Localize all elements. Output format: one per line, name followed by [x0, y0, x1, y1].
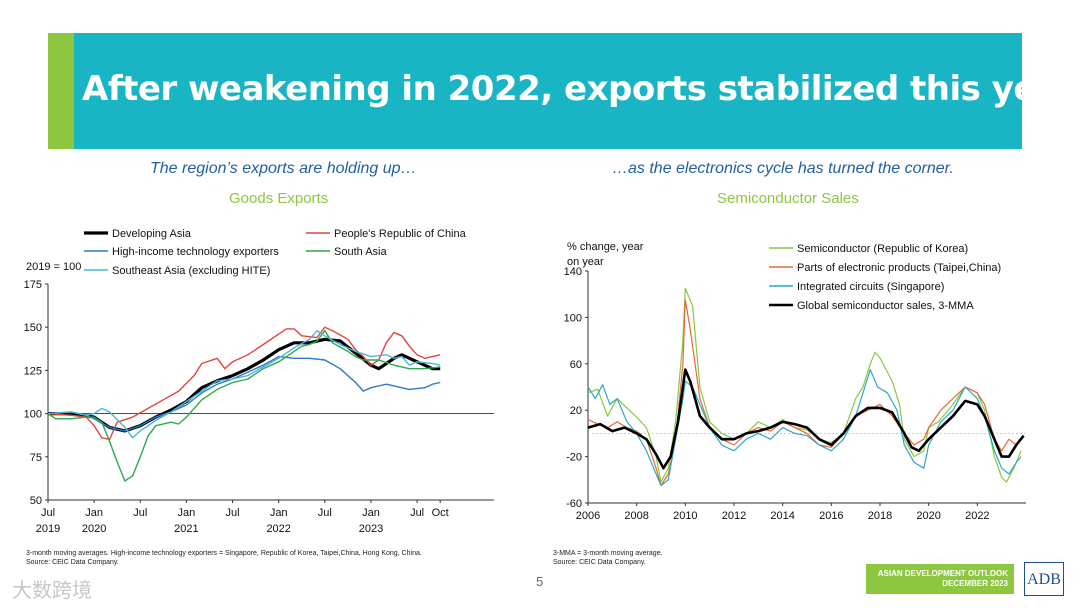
y-tick-label: 20	[570, 405, 582, 417]
legend-label: People's Republic of China	[334, 228, 467, 240]
x-tick-label: 2020	[916, 510, 940, 522]
adb-logo: ADB	[1024, 562, 1064, 596]
x-tick-label: 2014	[770, 510, 794, 522]
y-tick-label: 75	[30, 452, 42, 464]
watermark: 大数跨境	[12, 580, 92, 602]
x-tick-label: 2006	[576, 510, 600, 522]
x-tick-label: Jan	[362, 507, 380, 519]
x-tick-label: Jul	[410, 507, 424, 519]
right-chart-title: Semiconductor Sales	[717, 190, 859, 207]
y-tick-label: -20	[566, 452, 582, 464]
y-tick-label: 140	[564, 266, 582, 278]
left-footnote: 3-month moving averages. High-income tec…	[26, 550, 422, 557]
x-tick-label: Jan	[85, 507, 103, 519]
x-tick-label: 2012	[722, 510, 746, 522]
banner-accent	[48, 33, 74, 149]
page-number: 5	[536, 574, 544, 589]
legend-label: High-income technology exporters	[112, 246, 279, 258]
x-tick-label: 2022	[965, 510, 989, 522]
series-line-global-semiconductor-sales-3-mma	[587, 368, 1025, 470]
x-tick-label: Jan	[178, 507, 196, 519]
x-tick-label: Jul	[133, 507, 147, 519]
series-line-parts-of-electronic-products-taipei-china	[587, 299, 1022, 487]
x-tick-label: Jul	[318, 507, 332, 519]
publication-badge: ASIAN DEVELOPMENT OUTLOOK DECEMBER 2023	[866, 564, 1014, 594]
series-line-people-s-republic-of-china	[47, 326, 441, 441]
series-line-high-income-technology-exporters	[47, 355, 441, 432]
left-chart-title: Goods Exports	[229, 190, 329, 207]
semiconductor-sales-chart: -60 -20 20 60 100 140 2006 2008 2010 2012 2014 2016…	[564, 241, 1026, 522]
legend-label: Integrated circuits (Singapore)	[797, 281, 944, 293]
legend-label: Global semiconductor sales, 3-MMA	[797, 300, 974, 312]
x-tick-label: 2016	[819, 510, 843, 522]
legend-label: Semiconductor (Republic of Korea)	[797, 243, 968, 255]
x-tick-label: Jul	[226, 507, 240, 519]
x-tick-label: Jan	[270, 507, 288, 519]
left-subheading: The region’s exports are holding up…	[150, 160, 417, 177]
title-banner: After weakening in 2022, exports stabili…	[48, 33, 1075, 149]
y-tick-label: 60	[570, 359, 582, 371]
x-tick-label: 2019	[36, 523, 60, 535]
right-subheading: …as the electronics cycle has turned the…	[612, 160, 954, 177]
right-footnote: 3-MMA = 3-month moving average.	[553, 550, 663, 557]
slide-title: After weakening in 2022, exports stabili…	[82, 69, 1075, 109]
legend-label: Developing Asia	[112, 228, 192, 240]
y-tick-label: 150	[24, 322, 42, 334]
x-tick-label: 2008	[624, 510, 648, 522]
series-line-southeast-asia-excluding-hite	[47, 330, 441, 439]
x-tick-label: 2022	[266, 523, 290, 535]
goods-exports-chart: 50 75 100 125 150 175 Jul 2019 Jan 2020 Jul Jan 2021…	[24, 228, 494, 535]
right-source: Source: CEIC Data Company.	[553, 559, 646, 566]
x-tick-label: Jul	[41, 507, 55, 519]
legend-label: Parts of electronic products (Taipei,Chi…	[797, 262, 1001, 274]
y-axis-label: % change, year	[567, 241, 644, 253]
left-source: Source: CEIC Data Company.	[26, 559, 119, 566]
badge-line-1: ASIAN DEVELOPMENT OUTLOOK	[877, 569, 1008, 578]
y-tick-label: -60	[566, 498, 582, 510]
series-line-semiconductor-republic-of-korea	[587, 287, 1022, 483]
x-tick-label: 2020	[82, 523, 106, 535]
y-tick-label: 100	[24, 409, 42, 421]
y-axis-label: 2019 = 100	[26, 261, 81, 273]
x-tick-label: Oct	[432, 507, 449, 519]
x-tick-label: 2018	[868, 510, 892, 522]
y-tick-label: 50	[30, 495, 42, 507]
y-tick-label: 100	[564, 312, 582, 324]
y-tick-label: 125	[24, 365, 42, 377]
series-line-south-asia	[47, 330, 441, 482]
x-tick-label: 2010	[673, 510, 697, 522]
y-axis-label: on year	[567, 256, 604, 268]
x-tick-label: 2021	[174, 523, 198, 535]
badge-line-2: DECEMBER 2023	[942, 579, 1008, 588]
x-tick-label: 2023	[359, 523, 383, 535]
series-line-integrated-circuits-singapore	[587, 369, 1022, 487]
legend-label: South Asia	[334, 246, 387, 258]
y-tick-label: 175	[24, 279, 42, 291]
legend-label: Southeast Asia (excluding HITE)	[112, 265, 270, 277]
